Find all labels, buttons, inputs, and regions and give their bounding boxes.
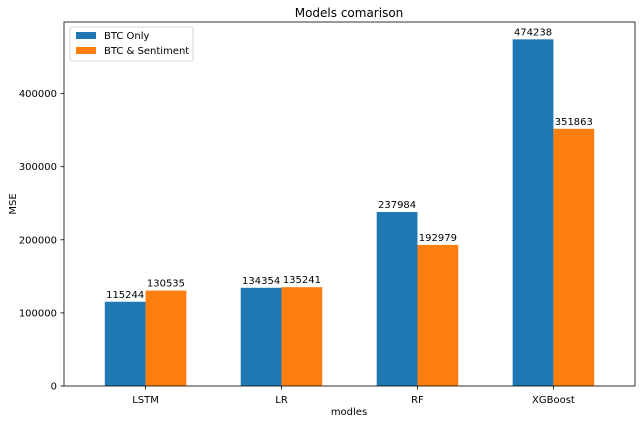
data-label-btc-sentiment-lstm: 130535	[147, 279, 185, 290]
legend-label-btc-only: BTC Only	[104, 31, 150, 42]
data-label-btc-only-lr: 134354	[242, 276, 280, 287]
bar-btc-only-lstm	[104, 301, 146, 386]
bar-btc-only-rf	[376, 212, 418, 386]
chart-title: Models comarison	[295, 6, 404, 20]
bar-btc-sentiment-xgboost	[553, 128, 595, 386]
y-axis: 0 100000 200000 300000 400000	[19, 89, 64, 393]
y-tick-label-200000: 200000	[19, 235, 57, 246]
legend-swatch-btc-sentiment	[76, 47, 96, 54]
bar-btc-sentiment-lr	[281, 287, 323, 386]
data-label-btc-sentiment-rf: 192979	[419, 233, 457, 244]
data-labels: 115244 134354 237984 474238 130535 135241 1929…	[106, 27, 593, 300]
x-tick-label-lstm: LSTM	[132, 395, 159, 406]
x-tick-label-lr: LR	[275, 395, 288, 406]
y-tick-label-300000: 300000	[19, 162, 57, 173]
bar-btc-sentiment-lstm	[145, 290, 187, 386]
legend-box	[69, 26, 194, 62]
x-tick-label-rf: RF	[411, 395, 424, 406]
y-tick-label-400000: 400000	[19, 89, 57, 100]
y-tick-label-100000: 100000	[19, 308, 57, 319]
data-label-btc-only-xgboost: 474238	[514, 27, 552, 38]
data-label-btc-sentiment-xgboost: 351863	[555, 117, 593, 128]
data-label-btc-only-lstm: 115244	[106, 290, 144, 301]
legend: BTC Only BTC & Sentiment	[69, 26, 194, 62]
legend-swatch-btc-only	[76, 32, 96, 39]
bar-btc-sentiment-rf	[417, 244, 459, 386]
y-axis-title: MSE	[8, 193, 19, 214]
bars	[104, 39, 595, 386]
data-label-btc-only-rf: 237984	[378, 200, 416, 211]
x-axis: LSTM LR RF XGBoost	[132, 386, 575, 406]
x-axis-title: modles	[331, 407, 367, 418]
legend-label-btc-sentiment: BTC & Sentiment	[104, 46, 189, 57]
y-tick-label-0: 0	[51, 382, 57, 393]
bar-btc-only-lr	[240, 287, 282, 386]
x-tick-label-xgboost: XGBoost	[532, 395, 575, 406]
bar-btc-only-xgboost	[512, 39, 554, 386]
plot-frame	[63, 21, 636, 387]
data-label-btc-sentiment-lr: 135241	[283, 275, 321, 286]
